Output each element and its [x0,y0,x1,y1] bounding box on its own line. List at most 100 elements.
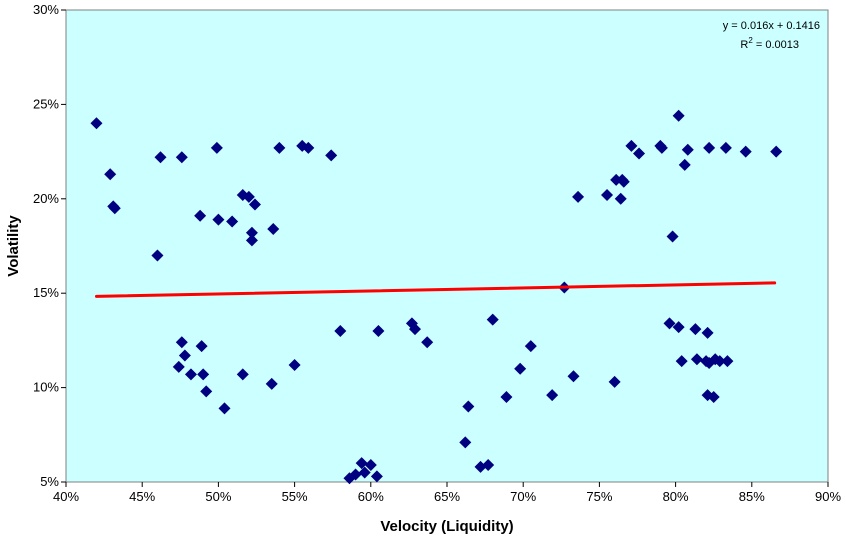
data-point [500,391,513,404]
x-tick-label: 65% [434,489,460,504]
data-point [678,158,691,171]
data-point [372,324,385,337]
data-point [104,168,117,181]
data-point [194,209,207,222]
x-tick-label: 55% [282,489,308,504]
data-point [739,145,752,158]
data-point [236,368,249,381]
data-point [713,355,726,368]
data-point [210,141,223,154]
y-tick-label: 15% [33,285,59,300]
data-point [567,370,580,383]
data-points [90,109,783,485]
x-tick-label: 70% [510,489,536,504]
x-tick-label: 50% [205,489,231,504]
data-point [200,385,213,398]
x-tick-label: 80% [663,489,689,504]
data-point [364,459,377,472]
data-point [197,368,210,381]
x-tick-label: 75% [586,489,612,504]
plot-area [65,9,829,483]
data-point [370,470,383,483]
x-tick-label: 45% [129,489,155,504]
r-squared-label: R2 = 0.0013 [740,36,799,51]
data-point [248,198,261,211]
data-point [701,326,714,339]
data-point [655,141,668,154]
data-point [245,234,258,247]
data-point [108,202,121,215]
data-point [572,190,585,203]
data-point [288,358,301,371]
data-point [349,468,362,481]
data-point [703,141,716,154]
data-point [524,340,537,353]
x-axis-title: Velocity (Liquidity) [380,518,513,535]
data-point [625,139,638,152]
data-point [614,192,627,205]
data-point [707,391,720,404]
data-point [719,141,732,154]
data-point [273,141,286,154]
data-point [663,317,676,330]
data-point [681,143,694,156]
y-tick-label: 5% [40,474,59,489]
data-point [421,336,434,349]
data-point [672,109,685,122]
x-axis: 40% 45% 50% 55% 60% 65% 70% 75% 80% 85% 90% [53,482,841,504]
data-point [245,226,258,239]
data-point [617,175,630,188]
data-point [172,360,185,373]
data-point [721,355,734,368]
data-point [462,400,475,413]
data-point [770,145,783,158]
data-point [633,147,646,160]
x-tick-label: 85% [739,489,765,504]
x-tick-label: 40% [53,489,79,504]
data-point [151,249,164,262]
y-tick-label: 20% [33,191,59,206]
data-point [242,190,255,203]
data-point [482,459,495,472]
data-point [601,189,614,202]
data-point [175,336,188,349]
data-point [486,313,499,326]
data-point [226,215,239,228]
data-point [184,368,197,381]
data-point [672,321,685,334]
y-tick-label: 30% [33,2,59,17]
y-axis: 5% 10% 15% 20% 25% 30% [33,2,66,489]
data-point [90,117,103,130]
data-point [459,436,472,449]
data-point [212,213,225,226]
trendline-equation: y = 0.016x + 0.1416 [723,20,820,32]
x-tick-label: 90% [815,489,841,504]
y-tick-label: 10% [33,380,59,395]
data-point [514,362,527,375]
data-point [325,149,338,162]
data-point [608,375,621,388]
data-point [334,324,347,337]
data-point [408,323,421,336]
x-tick-label: 60% [358,489,384,504]
data-point [195,340,208,353]
data-point [358,466,371,479]
trendline [94,281,777,298]
data-point [302,141,315,154]
data-point [355,457,368,470]
data-point [689,323,702,336]
data-point [546,389,559,402]
data-point [267,223,280,236]
data-point [178,349,191,362]
data-point [690,353,703,366]
data-point [218,402,231,415]
y-tick-label: 25% [33,96,59,111]
data-point [154,151,167,164]
data-point [265,377,278,390]
data-point [175,151,188,164]
data-point [675,355,688,368]
y-axis-title: Volatility [5,215,22,277]
data-point [666,230,679,243]
